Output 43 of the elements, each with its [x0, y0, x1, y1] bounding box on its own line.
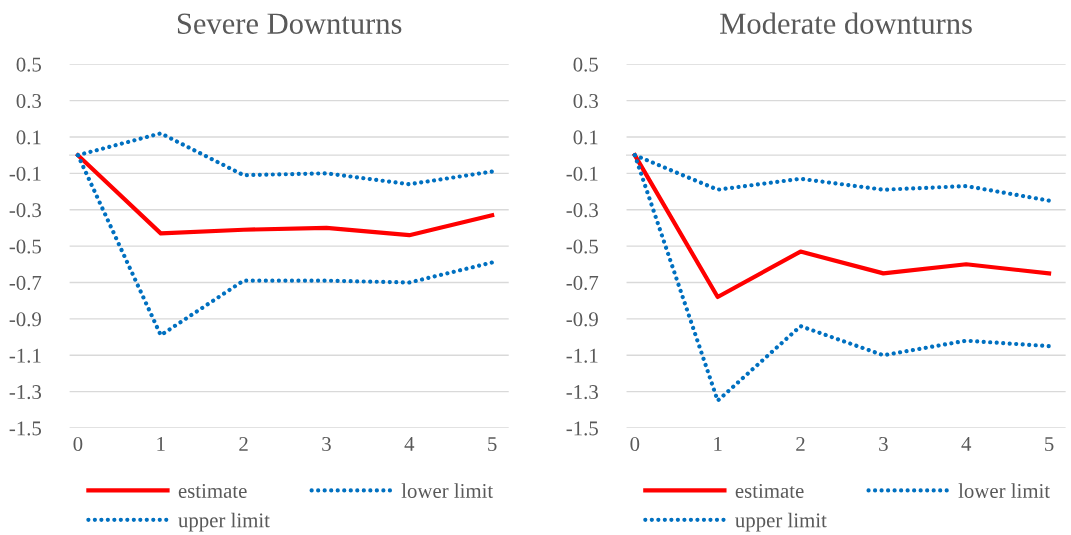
legend-label: lower limit [958, 483, 1050, 498]
y-tick-label: -0.5 [566, 239, 598, 254]
y-tick-label: -0.9 [9, 312, 41, 327]
x-tick-label: 4 [961, 437, 972, 451]
chart-title: Severe Downturns [177, 13, 402, 34]
y-tick-label: -0.7 [9, 275, 42, 290]
x-tick-label: 5 [488, 437, 497, 451]
x-tick-label: 1 [714, 437, 722, 451]
y-tick-label: -0.1 [9, 166, 41, 181]
y-tick-label: -1.5 [9, 421, 42, 436]
x-tick-label: 2 [796, 436, 805, 451]
x-tick-label: 0 [73, 436, 83, 451]
y-tick-label: -1.5 [566, 421, 598, 436]
legend-label: upper limit [178, 512, 270, 532]
y-tick-label: -0.9 [566, 312, 598, 327]
legend-label: upper limit [735, 512, 827, 532]
y-tick-label: -0.7 [566, 275, 599, 290]
x-tick-label: 1 [157, 437, 165, 451]
y-tick-label: 0.5 [16, 57, 42, 72]
x-tick-label: 5 [1045, 437, 1054, 451]
legend-label: estimate [735, 483, 804, 498]
y-tick-label: -1.3 [9, 385, 42, 400]
legend-label: estimate [178, 483, 247, 498]
y-tick-label: -1.1 [9, 348, 41, 363]
line-series [75, 153, 495, 238]
y-tick-label: -0.5 [9, 239, 42, 254]
y-tick-label: 0.1 [573, 130, 598, 145]
y-tick-label: -0.3 [566, 203, 598, 218]
x-tick-label: 0 [630, 436, 640, 451]
y-tick-label: -1.3 [566, 385, 598, 400]
x-tick-label: 3 [879, 436, 888, 451]
y-tick-label: -0.3 [9, 203, 42, 218]
y-tick-label: 0.3 [16, 93, 42, 109]
x-tick-label: 3 [322, 436, 331, 451]
y-tick-label: -0.1 [566, 166, 598, 181]
y-tick-label: 0.5 [573, 57, 598, 72]
x-tick-label: 2 [239, 436, 248, 451]
y-tick-label: -1.1 [566, 348, 598, 363]
chart-title: Moderate downturns [720, 12, 972, 34]
legend-label: lower limit [401, 483, 494, 498]
x-tick-label: 4 [404, 437, 415, 451]
y-tick-label: 0.3 [573, 93, 598, 109]
y-tick-label: 0.1 [16, 130, 41, 145]
